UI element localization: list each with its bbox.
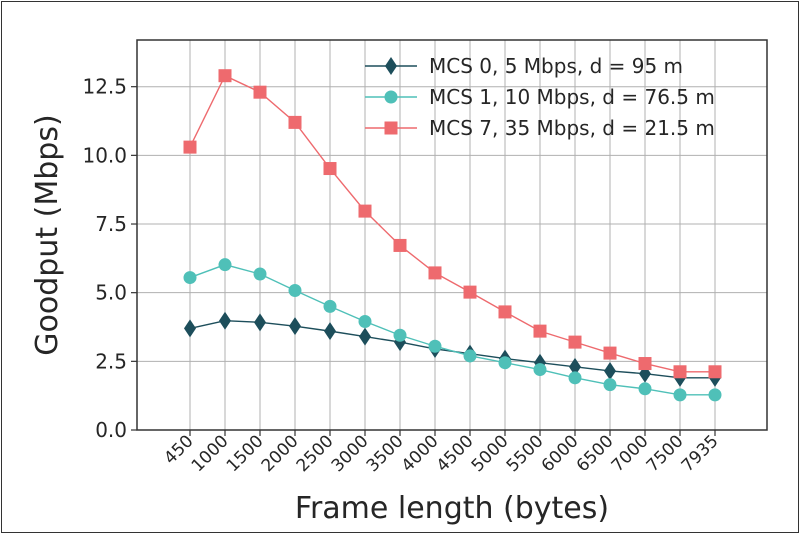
legend-entry: MCS 0, 5 Mbps, d = 95 m <box>365 54 683 78</box>
data-point <box>603 346 617 360</box>
y-tick-label: 10.0 <box>82 143 127 167</box>
data-point <box>184 319 196 338</box>
x-tick-label: 2500 <box>293 431 338 476</box>
data-point <box>569 357 581 376</box>
data-point <box>673 388 687 402</box>
data-point <box>533 324 547 338</box>
data-point <box>358 204 372 218</box>
data-point <box>183 271 197 285</box>
data-point <box>604 361 616 380</box>
x-tick-label: 4000 <box>398 431 443 476</box>
series-layer <box>183 69 722 402</box>
data-point <box>288 115 302 129</box>
series-diamond <box>184 311 721 387</box>
legend-label: MCS 7, 35 Mbps, d = 21.5 m <box>429 116 715 140</box>
data-point <box>289 317 301 336</box>
data-point <box>428 266 442 280</box>
x-tick-label: 3000 <box>328 431 373 476</box>
series-circle <box>183 258 722 402</box>
data-point <box>463 349 477 363</box>
legend: MCS 0, 5 Mbps, d = 95 m MCS 1, 10 Mbps, d… <box>365 54 715 140</box>
y-tick-label: 2.5 <box>95 349 127 373</box>
x-axis-label: Frame length (bytes) <box>295 491 609 526</box>
x-tick-label: 1500 <box>223 431 268 476</box>
y-axis-ticks: 0.0 2.5 5.0 7.5 10.0 12.5 <box>82 75 137 442</box>
data-point <box>323 162 337 176</box>
legend-label: MCS 0, 5 Mbps, d = 95 m <box>429 54 683 78</box>
data-point <box>393 238 407 252</box>
x-tick-label: 6000 <box>538 431 583 476</box>
data-point <box>533 363 547 377</box>
y-axis-label: Goodput (Mbps) <box>30 114 65 355</box>
data-point <box>393 328 407 342</box>
x-axis-ticks: 4501000150020002500300035004000450050005… <box>160 430 723 476</box>
data-point <box>708 388 722 402</box>
data-point <box>428 339 442 353</box>
series-square <box>183 69 722 379</box>
data-point <box>568 335 582 349</box>
series-line <box>189 263 715 396</box>
data-point <box>498 356 512 370</box>
y-tick-label: 12.5 <box>82 75 127 99</box>
data-point <box>708 365 722 379</box>
data-point <box>183 140 197 154</box>
legend-entry: MCS 1, 10 Mbps, d = 76.5 m <box>365 85 715 109</box>
x-tick-label: 4500 <box>433 431 478 476</box>
data-point <box>323 299 337 313</box>
data-point <box>603 378 617 392</box>
legend-marker <box>385 57 397 75</box>
data-point <box>253 85 267 99</box>
x-tick-label: 6500 <box>573 431 618 476</box>
data-point <box>498 305 512 319</box>
data-point <box>218 258 232 272</box>
legend-marker <box>384 121 398 135</box>
data-point <box>254 313 266 332</box>
data-point <box>253 267 267 281</box>
data-point <box>358 315 372 329</box>
x-tick-label: 1000 <box>188 431 233 476</box>
data-point <box>218 69 232 83</box>
x-tick-label: 2000 <box>258 431 303 476</box>
data-point <box>638 382 652 396</box>
x-tick-label: 7000 <box>608 431 653 476</box>
x-tick-label: 3500 <box>363 431 408 476</box>
x-tick-label: 5000 <box>468 431 513 476</box>
y-tick-label: 5.0 <box>95 281 127 305</box>
x-tick-label: 5500 <box>503 431 548 476</box>
x-tick-label: 7935 <box>678 431 723 476</box>
data-point <box>359 327 371 346</box>
data-point <box>673 365 687 379</box>
data-point <box>463 285 477 299</box>
series-line <box>189 74 715 373</box>
legend-label: MCS 1, 10 Mbps, d = 76.5 m <box>429 85 715 109</box>
legend-entry: MCS 7, 35 Mbps, d = 21.5 m <box>365 116 715 140</box>
data-point <box>288 283 302 297</box>
y-tick-label: 7.5 <box>95 212 127 236</box>
data-point <box>219 311 231 330</box>
legend-marker <box>384 90 398 104</box>
data-point <box>638 357 652 371</box>
data-point <box>324 322 336 341</box>
plot-area-border <box>136 39 768 431</box>
x-tick-label: 7500 <box>643 431 688 476</box>
y-tick-label: 0.0 <box>95 418 127 442</box>
data-point <box>568 371 582 385</box>
series-line <box>189 319 715 379</box>
